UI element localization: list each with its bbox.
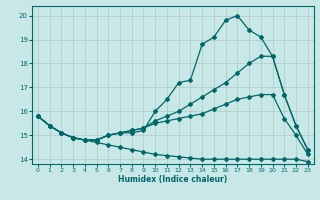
X-axis label: Humidex (Indice chaleur): Humidex (Indice chaleur) [118, 175, 228, 184]
